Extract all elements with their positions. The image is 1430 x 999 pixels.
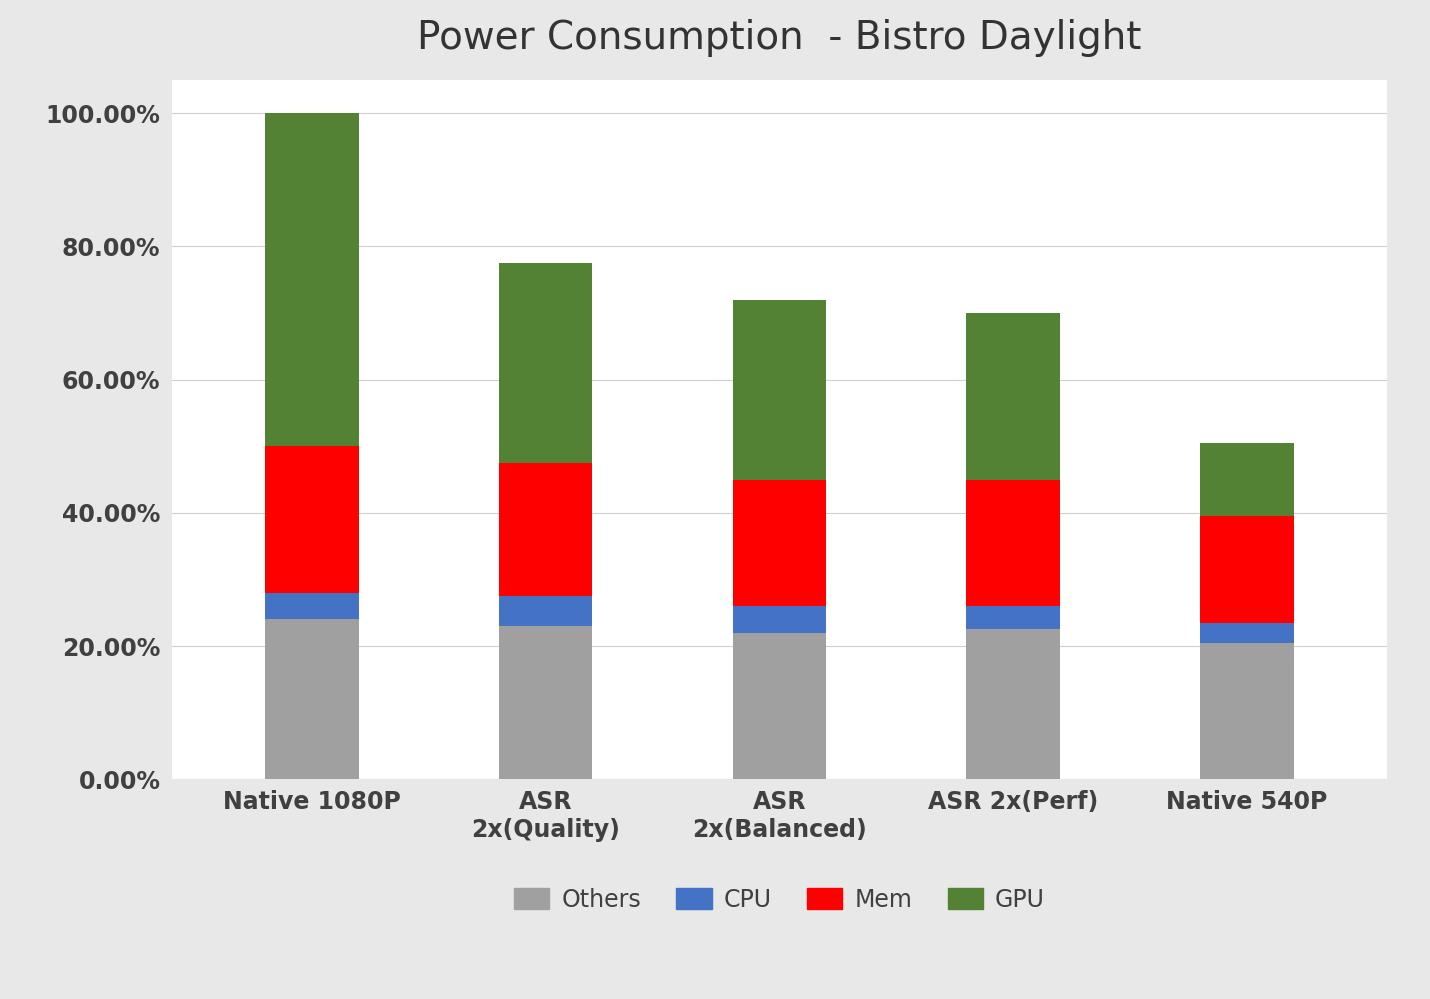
Bar [732,480,827,606]
Title: Power Consumption  - Bistro Daylight: Power Consumption - Bistro Daylight [418,19,1141,57]
Bar [499,263,592,463]
Bar [499,626,592,779]
Bar [967,629,1060,779]
Bar [967,313,1060,480]
Legend: Others, CPU, Mem, GPU: Others, CPU, Mem, GPU [505,878,1054,921]
Bar [967,480,1060,606]
Bar [1200,443,1294,516]
Bar [265,447,359,592]
Bar [1200,516,1294,622]
Bar [265,619,359,779]
Bar [499,596,592,626]
Bar [967,606,1060,629]
Bar [1200,622,1294,642]
Bar [732,300,827,480]
Bar [732,632,827,779]
Bar [1200,642,1294,779]
Bar [265,113,359,447]
Bar [499,463,592,596]
Bar [265,592,359,619]
Bar [732,606,827,632]
